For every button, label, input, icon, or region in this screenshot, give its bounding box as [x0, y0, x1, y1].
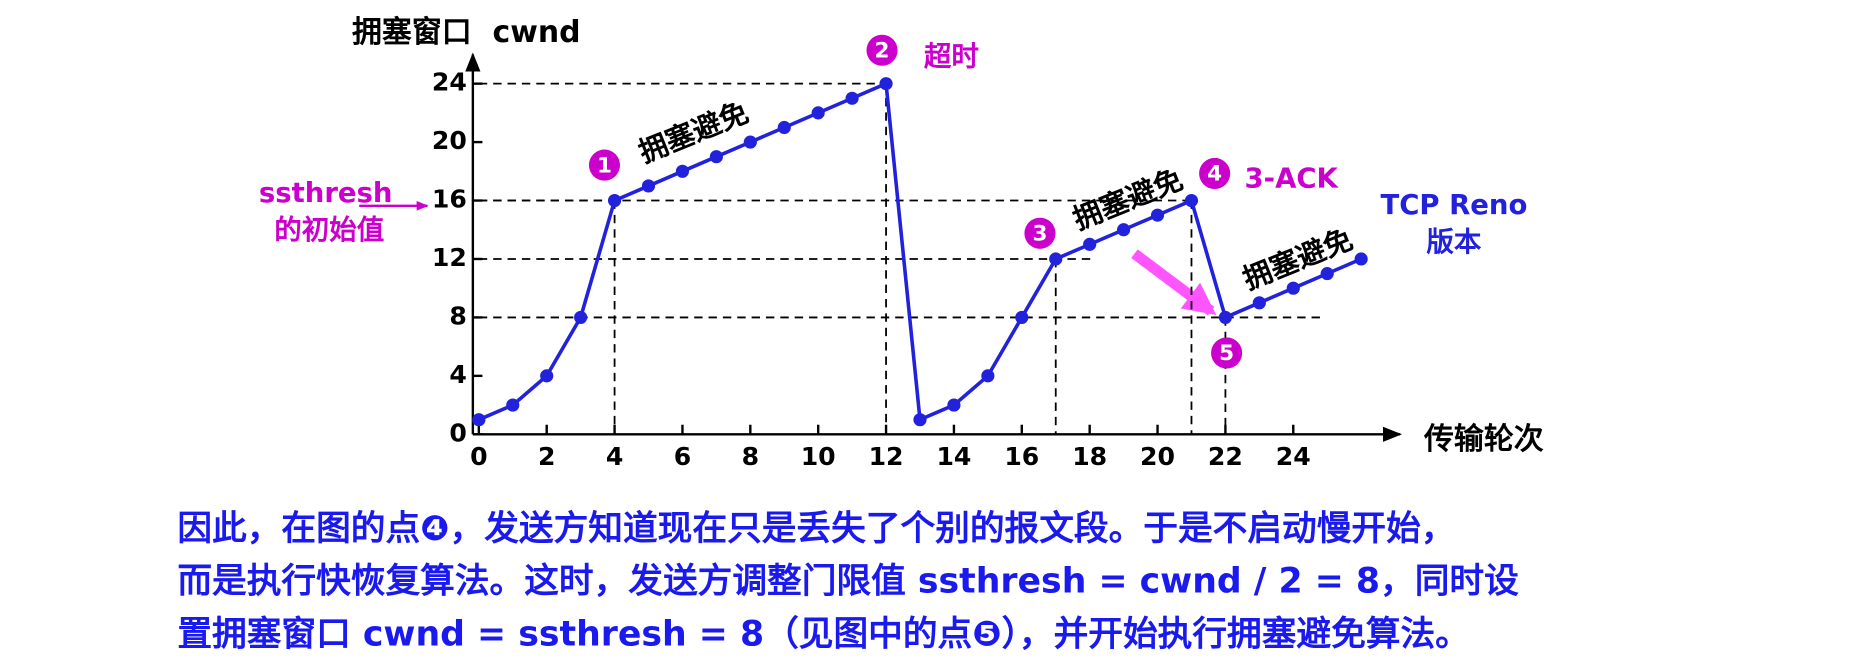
data-point	[1320, 267, 1334, 281]
data-point	[709, 150, 723, 164]
point-marker-label: 5	[1219, 341, 1234, 366]
x-tick-label: 2	[538, 442, 555, 471]
x-tick-label: 0	[470, 442, 487, 471]
point-marker-circle	[1199, 157, 1231, 190]
caption-line: 而是执行快恢复算法。这时，发送方调整门限值 ssthresh = cwnd / …	[177, 562, 1519, 602]
data-point	[506, 398, 520, 412]
y-tick-label: 0	[449, 418, 466, 447]
data-point	[777, 120, 791, 135]
x-tick-label: 12	[869, 442, 904, 471]
data-point	[675, 164, 690, 178]
point-marker-label: 4	[1207, 162, 1222, 187]
point-marker-label: 2	[875, 38, 890, 63]
x-tick-label: 8	[742, 442, 759, 471]
y-tick-label: 8	[449, 301, 466, 330]
annotation: 拥塞避免	[634, 95, 753, 170]
caption-line: 因此，在图的点❹，发送方知道现在只是丢失了个别的报文段。于是不启动慢开始，	[177, 508, 1455, 549]
x-axis-title: 传输轮次	[1423, 422, 1544, 457]
data-point	[574, 310, 588, 325]
data-point	[879, 77, 893, 91]
annotation: ssthresh	[259, 177, 393, 209]
y-tick-label: 12	[432, 243, 467, 272]
point-marker-circle	[1024, 217, 1056, 249]
data-point	[845, 91, 859, 105]
y-tick-label: 24	[432, 68, 467, 97]
data-point	[540, 369, 554, 383]
y-tick-label: 20	[432, 126, 467, 155]
point-marker-circle	[1211, 337, 1243, 369]
series-line	[478, 81, 1362, 423]
x-tick-label: 20	[1140, 442, 1175, 471]
x-tick-label: 14	[936, 442, 971, 471]
data-point	[1252, 296, 1266, 310]
data-point	[1218, 310, 1232, 325]
y-axis-title: 拥塞窗口 cwnd	[352, 15, 581, 50]
x-tick-label: 22	[1208, 442, 1243, 471]
data-point	[1150, 208, 1165, 222]
x-tick-label: 16	[1004, 442, 1039, 471]
data-point	[1117, 223, 1131, 237]
data-point	[472, 413, 486, 427]
point-marker-circle	[588, 149, 621, 181]
point-marker-label: 1	[597, 153, 612, 178]
data-point	[607, 193, 622, 208]
annotation: 版本	[1426, 226, 1481, 258]
data-point	[1083, 237, 1097, 251]
data-point	[1015, 310, 1029, 325]
annotation: TCP Reno	[1380, 189, 1527, 221]
data-point	[947, 398, 961, 412]
caption-line: 置拥塞窗口 cwnd = ssthresh = 8（见图中的点❺），并开始执行拥…	[177, 614, 1470, 654]
data-point	[743, 135, 757, 149]
data-point	[641, 179, 656, 193]
annotation: 超时	[924, 40, 979, 72]
x-tick-label: 10	[801, 442, 836, 471]
point-marker-label: 3	[1032, 222, 1047, 247]
y-tick-label: 16	[432, 185, 467, 214]
annotation: 3-ACK	[1245, 162, 1340, 194]
x-tick-label: 18	[1072, 442, 1107, 471]
data-point	[913, 413, 927, 427]
data-point	[1184, 193, 1199, 208]
data-point	[1049, 252, 1063, 266]
x-tick-label: 4	[606, 442, 623, 471]
data-point	[1354, 252, 1368, 266]
point-marker-circle	[866, 34, 898, 66]
y-tick-label: 4	[449, 360, 466, 389]
data-point	[811, 106, 825, 120]
pink-arrow	[1131, 249, 1217, 316]
annotation: 的初始值	[274, 214, 384, 246]
data-point	[1286, 281, 1300, 295]
data-point	[981, 369, 995, 383]
x-tick-label: 6	[674, 442, 691, 471]
x-tick-label: 24	[1276, 442, 1311, 471]
